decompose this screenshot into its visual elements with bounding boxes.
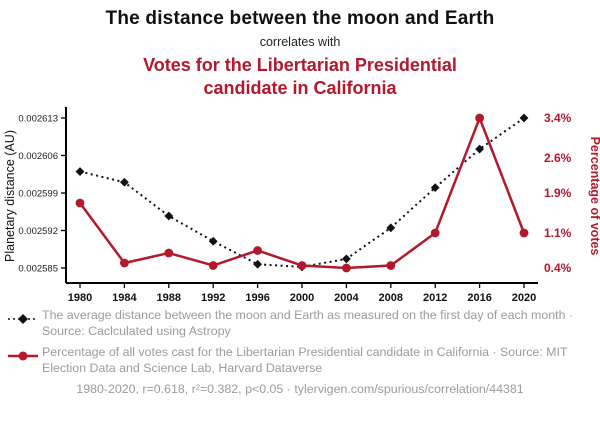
diamond-dotted-line-icon bbox=[8, 308, 42, 330]
legend-text-libertarian-votes: Percentage of all votes cast for the Lib… bbox=[42, 344, 568, 375]
legend-row-moon-distance: The average distance between the moon an… bbox=[8, 308, 592, 340]
page-subtitle: Votes for the Libertarian Presidential c… bbox=[143, 55, 457, 98]
moon-earth-distance-series bbox=[75, 113, 529, 272]
left-axis-title: Planetary distance (AU) bbox=[3, 130, 17, 262]
svg-text:1.9%: 1.9% bbox=[544, 186, 572, 200]
svg-text:1.1%: 1.1% bbox=[544, 226, 572, 240]
legend-text-moon-distance: The average distance between the moon an… bbox=[42, 308, 574, 338]
right-axis-ticks: 3.4% 2.6% 1.9% 1.1% 0.4% bbox=[544, 111, 572, 275]
svg-text:1988: 1988 bbox=[157, 292, 181, 304]
svg-text:1984: 1984 bbox=[112, 292, 137, 304]
svg-text:0.002613: 0.002613 bbox=[18, 114, 58, 125]
circle-solid-line-icon bbox=[8, 345, 42, 367]
page-title: The distance between the moon and Earth bbox=[105, 8, 495, 29]
svg-text:0.002599: 0.002599 bbox=[18, 189, 58, 200]
svg-text:0.4%: 0.4% bbox=[544, 261, 572, 275]
svg-text:2016: 2016 bbox=[467, 292, 491, 304]
svg-text:2008: 2008 bbox=[379, 292, 403, 304]
svg-text:0.002585: 0.002585 bbox=[18, 264, 58, 275]
correlates-with-label: correlates with bbox=[259, 35, 341, 49]
svg-text:2.6%: 2.6% bbox=[544, 151, 572, 165]
libertarian-vote-share-series bbox=[75, 113, 529, 273]
svg-text:2020: 2020 bbox=[512, 292, 536, 304]
x-axis-ticks: 1980 1984 1988 1992 1996 2000 2004 2008 2012 2016… bbox=[68, 283, 536, 304]
svg-text:2000: 2000 bbox=[290, 292, 314, 304]
svg-text:0.002606: 0.002606 bbox=[18, 151, 58, 162]
svg-text:1992: 1992 bbox=[201, 292, 225, 304]
svg-text:0.002592: 0.002592 bbox=[18, 226, 58, 237]
left-axis-ticks: 0.002613 0.002606 0.002599 0.002592 0.002585 bbox=[18, 114, 66, 275]
svg-text:2004: 2004 bbox=[334, 292, 359, 304]
svg-text:1980: 1980 bbox=[68, 292, 92, 304]
dual-axis-line-chart: 0.002613 0.002606 0.002599 0.002592 0.002585… bbox=[3, 107, 600, 304]
svg-text:3.4%: 3.4% bbox=[544, 111, 572, 125]
svg-text:1996: 1996 bbox=[245, 292, 269, 304]
legend: The average distance between the moon an… bbox=[0, 306, 600, 377]
legend-row-libertarian-votes: Percentage of all votes cast for the Lib… bbox=[8, 345, 592, 377]
axes bbox=[65, 107, 538, 284]
footer-stats-and-url: 1980-2020, r=0.618, r²=0.382, p<0.05 · t… bbox=[76, 381, 524, 396]
svg-text:2012: 2012 bbox=[423, 292, 447, 304]
chart-area: 0.002613 0.002606 0.002599 0.002592 0.002585… bbox=[0, 101, 600, 306]
right-axis-title: Percentage of votes bbox=[588, 137, 600, 256]
